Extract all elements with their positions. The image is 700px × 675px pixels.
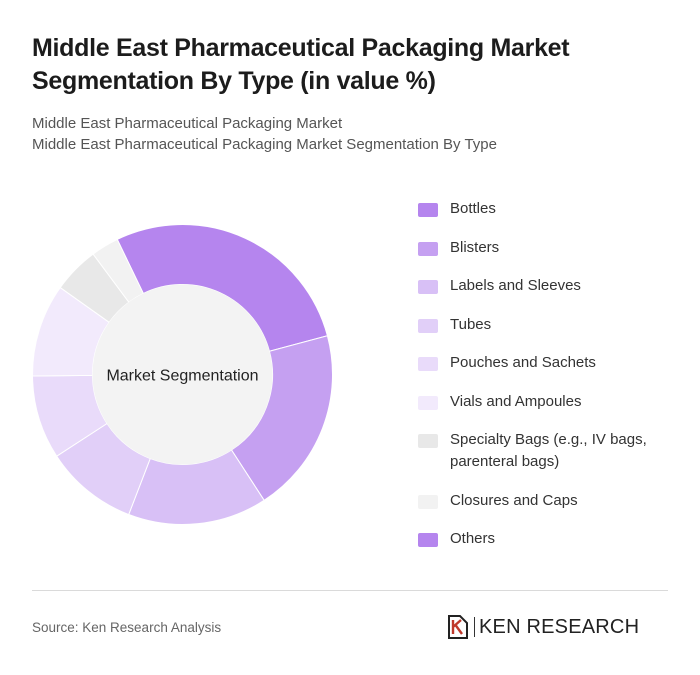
- legend-label: Closures and Caps: [450, 491, 578, 509]
- logo-text: KEN RESEARCH: [479, 615, 640, 638]
- ken-research-logo-icon: [448, 615, 468, 639]
- legend-item-others: Others: [418, 528, 688, 550]
- donut-chart: Market Segmentation: [32, 224, 333, 525]
- legend-label: Labels and Sleeves: [450, 277, 581, 294]
- ken-research-logo: KEN RESEARCH: [447, 614, 639, 640]
- chart-legend: Bottles Blisters Labels and Sleeves Tubes Po…: [418, 198, 688, 567]
- legend-item-blisters: Blisters: [418, 237, 688, 259]
- legend-item-labels-and-sleeves: Labels and Sleeves: [418, 275, 688, 297]
- legend-swatch: [418, 203, 438, 217]
- legend-item-bottles: Bottles: [418, 198, 688, 220]
- center-label: Market Segmentation: [106, 368, 258, 385]
- legend-item-specialty-bags-e-g-iv-bags-parenteral-bags: Specialty Bags (e.g., IV bags, parentera…: [418, 429, 688, 473]
- legend-item-tubes: Tubes: [418, 314, 688, 336]
- logo-separator: [474, 617, 475, 637]
- legend-label: Blisters: [450, 238, 500, 256]
- legend-swatch: [418, 318, 438, 333]
- legend-item-closures-and-caps: Closures and Caps: [418, 490, 688, 512]
- legend-swatch: [418, 494, 438, 509]
- legend-label: Pouches and Sachets: [450, 354, 596, 371]
- subtitle-line-2: Middle East Pharmaceutical Packaging Mar…: [32, 136, 497, 153]
- donut-center: [92, 284, 273, 465]
- legend-item-vials-and-ampoules: Vials and Ampoules: [418, 391, 688, 413]
- chart-subtitle: Middle East Pharmaceutical Packaging Mar…: [32, 113, 497, 155]
- chart-title: Middle East Pharmaceutical Packaging Mar…: [32, 34, 570, 95]
- legend-swatch: [418, 241, 438, 256]
- legend-label: Specialty Bags (e.g., IV bags, parentera…: [450, 431, 647, 470]
- legend-item-pouches-and-sachets: Pouches and Sachets: [418, 352, 688, 374]
- legend-swatch: [418, 280, 438, 294]
- legend-label: Others: [450, 530, 496, 547]
- legend-swatch: [418, 533, 438, 547]
- legend-swatch: [418, 395, 438, 410]
- legend-label: Tubes: [450, 315, 492, 333]
- legend-swatch: [418, 357, 438, 371]
- source-note: Source: Ken Research Analysis: [32, 620, 222, 635]
- legend-label: Vials and Ampoules: [450, 392, 582, 410]
- legend-label: Bottles: [450, 200, 496, 217]
- subtitle-line-1: Middle East Pharmaceutical Packaging Mar…: [32, 115, 343, 132]
- legend-swatch: [418, 434, 438, 448]
- footer-divider: [32, 590, 668, 591]
